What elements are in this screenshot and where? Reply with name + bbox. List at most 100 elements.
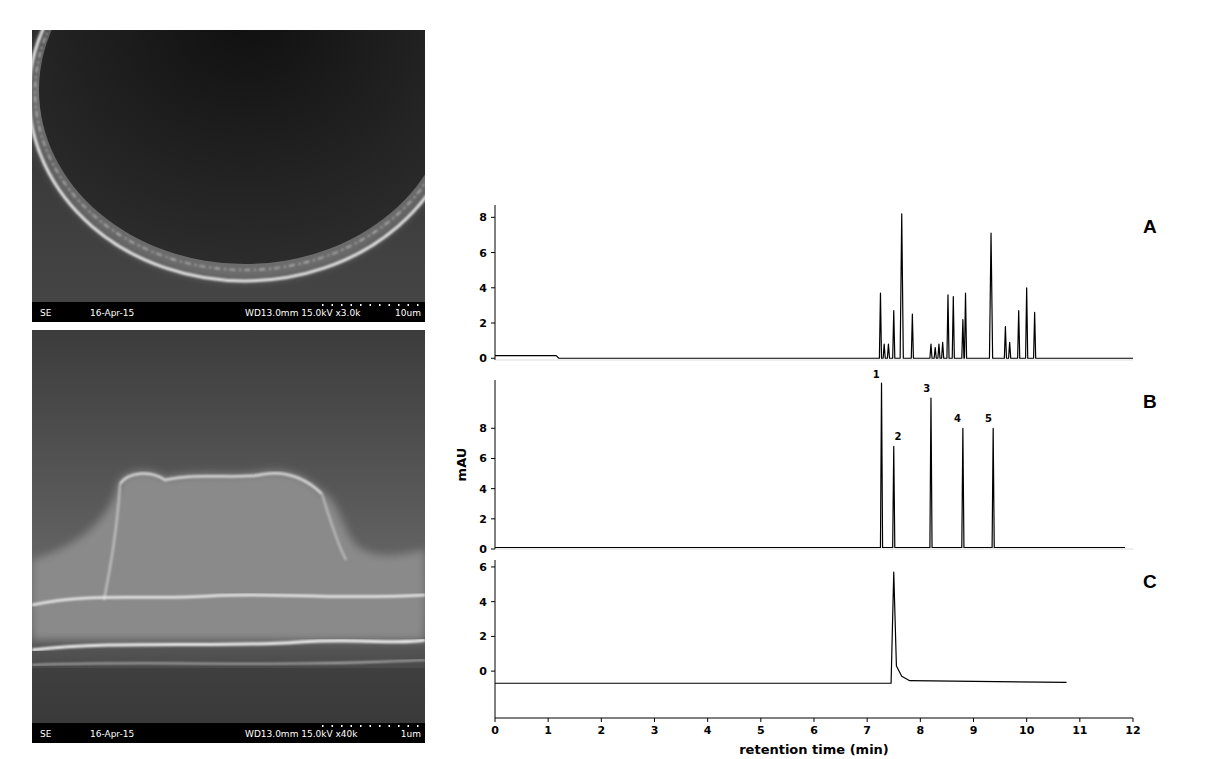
peak-label: 1 <box>873 369 880 380</box>
plot-area <box>495 572 1067 683</box>
sem-rim-glow <box>32 30 425 281</box>
x-tick <box>654 718 655 722</box>
sem-edge <box>104 484 120 600</box>
x-tick-label: 4 <box>704 724 712 737</box>
x-tick <box>601 718 602 722</box>
sem-bore <box>39 30 425 264</box>
x-tick-label: 6 <box>810 724 818 737</box>
chromatogram-trace <box>495 572 1067 683</box>
y-tick-label: 6 <box>479 452 487 465</box>
sem-scale-dot <box>332 725 334 727</box>
y-tick-label: 0 <box>479 665 487 678</box>
y-tick-label: 6 <box>479 561 487 574</box>
y-axis-label: mAU <box>454 448 469 482</box>
sem-bump <box>32 471 425 640</box>
sem-date: 16-Apr-15 <box>90 729 134 739</box>
chromatogram-trace <box>495 214 1133 358</box>
sem-scale-dot <box>398 304 400 306</box>
sem-coating <box>35 30 425 270</box>
sem-detector: SE <box>40 729 52 739</box>
x-axis-label: retention time (min) <box>739 742 889 757</box>
y-tick <box>491 671 495 672</box>
peak-label: 2 <box>895 431 902 442</box>
y-tick-label: 2 <box>479 513 487 526</box>
sem-scale-dot <box>332 304 334 306</box>
y-tick-label: 2 <box>479 317 487 330</box>
sem-conditions: WD13.0mm 15.0kV x40k <box>245 729 358 739</box>
y-tick-label: 4 <box>479 483 487 496</box>
y-tick <box>491 287 495 288</box>
sem-scale-dot <box>379 304 381 306</box>
panel-title: A <box>1143 216 1157 237</box>
panel-title: B <box>1143 391 1157 412</box>
sem-scale-label: 10um <box>395 308 421 318</box>
peak-label: 4 <box>954 413 961 424</box>
plot-area <box>495 383 1125 547</box>
sem-edge <box>32 660 425 665</box>
sem-image-top <box>32 30 425 302</box>
x-tick <box>760 718 761 722</box>
x-tick-label: 10 <box>1019 724 1035 737</box>
sem-scale-dot <box>408 304 410 306</box>
sem-rim <box>32 30 425 281</box>
x-tick <box>920 718 921 722</box>
sem-scale-dot <box>322 725 324 727</box>
x-tick <box>1026 718 1027 722</box>
sem-scale-dot <box>417 304 419 306</box>
plot-area <box>495 214 1133 358</box>
y-tick <box>491 636 495 637</box>
sem-scale-dot <box>408 725 410 727</box>
sem-scale-dot <box>370 725 372 727</box>
x-tick-label: 1 <box>544 724 552 737</box>
sem-edge <box>32 595 425 605</box>
sem-scale-dot <box>322 304 324 306</box>
y-tick-label: 0 <box>479 352 487 365</box>
sem-scale-dot <box>351 725 353 727</box>
x-tick-label: 9 <box>970 724 978 737</box>
x-tick-label: 11 <box>1072 724 1087 737</box>
sem-info-bar <box>32 302 425 322</box>
sem-scale-dot <box>389 725 391 727</box>
y-tick-label: 8 <box>479 422 487 435</box>
x-tick <box>973 718 974 722</box>
y-tick <box>491 549 495 550</box>
y-tick-label: 8 <box>479 211 487 224</box>
y-tick <box>491 601 495 602</box>
sem-image-bottom <box>32 330 425 723</box>
sem-detector: SE <box>40 308 52 318</box>
x-tick <box>814 718 815 722</box>
sem-scale-dot <box>360 725 362 727</box>
x-tick-label: 0 <box>491 724 499 737</box>
y-tick <box>491 518 495 519</box>
y-axis <box>495 380 496 549</box>
x-tick <box>707 718 708 722</box>
y-tick <box>491 566 495 567</box>
x-tick <box>867 718 868 722</box>
sem-conditions: WD13.0mm 15.0kV x3.0k <box>245 308 361 318</box>
x-tick-label: 5 <box>757 724 765 737</box>
sem-edge <box>32 640 425 650</box>
x-tick-label: 8 <box>917 724 925 737</box>
sem-scale-dot <box>417 725 419 727</box>
x-tick <box>548 718 549 722</box>
peak-label: 3 <box>923 383 930 394</box>
x-tick-label: 7 <box>863 724 871 737</box>
sem-edge <box>120 473 322 494</box>
sem-date: 16-Apr-15 <box>90 308 134 318</box>
sem-scale-dot <box>370 304 372 306</box>
figure: SE16-Apr-15WD13.0mm 15.0kV x3.0k10umSE16… <box>0 0 1230 759</box>
panel-title: C <box>1143 571 1157 592</box>
y-axis <box>495 205 496 360</box>
y-tick-label: 4 <box>479 596 487 609</box>
y-tick <box>491 323 495 324</box>
sem-substrate <box>32 668 425 723</box>
sem-scale-dot <box>341 725 343 727</box>
x-tick <box>1133 718 1134 722</box>
x-tick <box>495 718 496 722</box>
x-tick-label: 3 <box>651 724 659 737</box>
x-tick <box>1079 718 1080 722</box>
sem-edge <box>322 494 346 560</box>
x-tick-label: 2 <box>598 724 606 737</box>
sem-scale-dot <box>398 725 400 727</box>
chromatogram-trace <box>495 383 1125 547</box>
